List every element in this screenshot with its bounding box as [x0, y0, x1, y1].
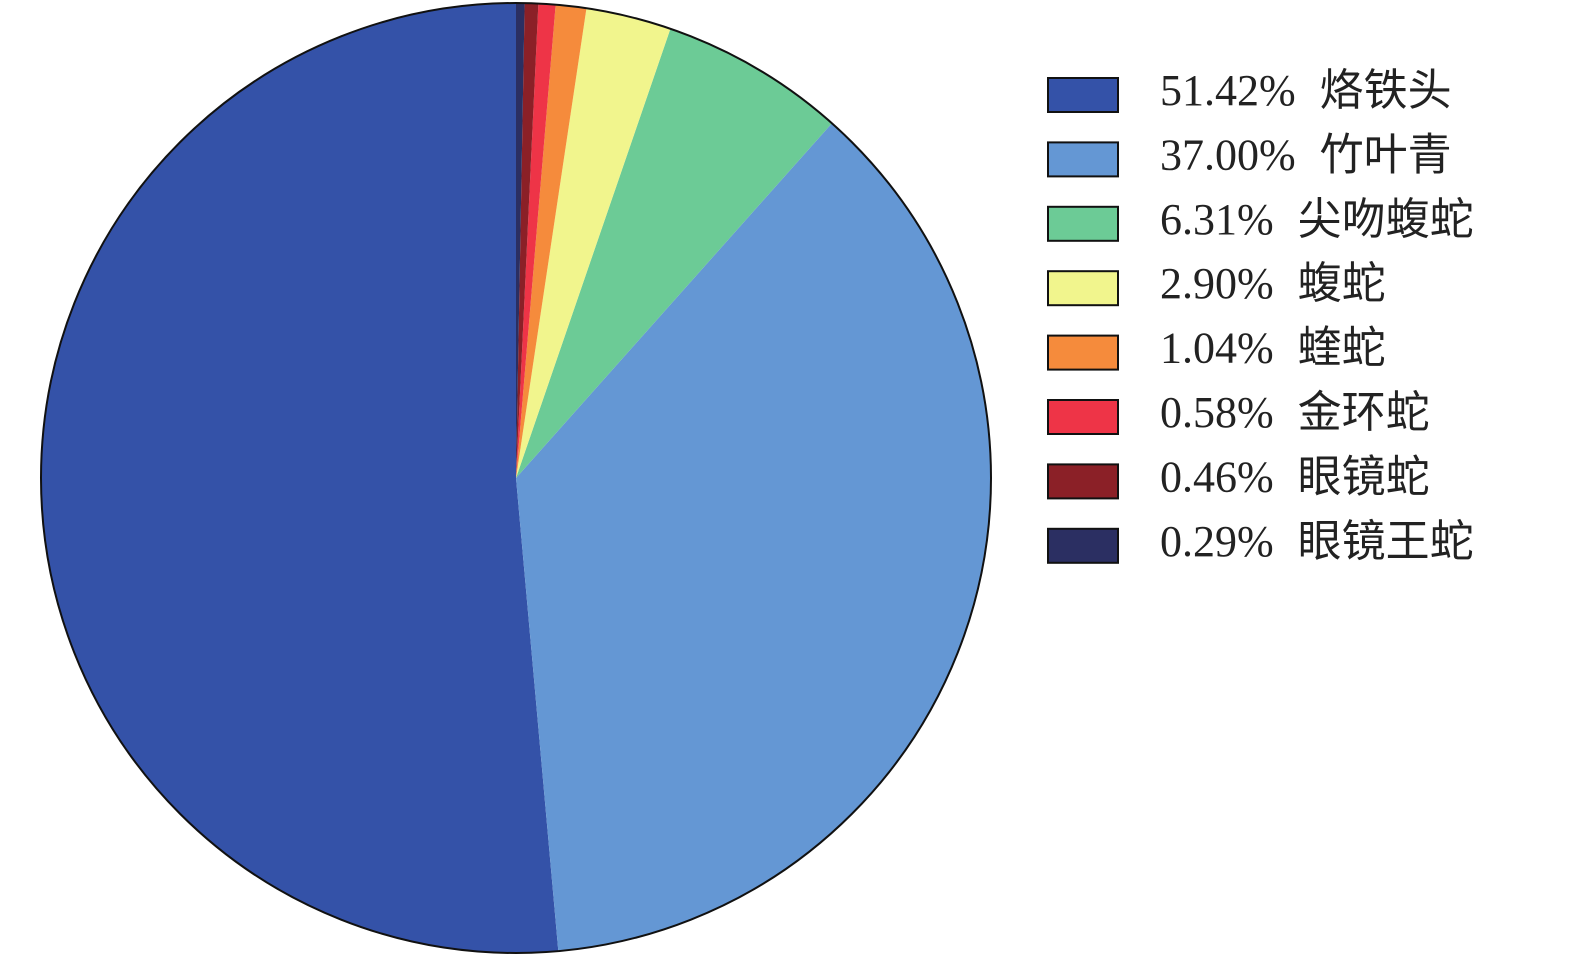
legend-value: 51.42% [1160, 66, 1296, 115]
legend-name: 竹叶青 [1320, 130, 1452, 179]
legend-value: 0.29% [1160, 517, 1274, 566]
legend-swatch [1047, 527, 1119, 564]
legend-value: 1.04% [1160, 324, 1274, 373]
legend-label: 6.31% 尖吻蝮蛇 [1160, 195, 1474, 244]
pie-slice [516, 8, 671, 479]
legend-value: 37.00% [1160, 130, 1296, 179]
legend-label: 51.42% 烙铁头 [1160, 66, 1452, 115]
pie-slice [40, 3, 559, 954]
pie-slice [516, 3, 539, 478]
pie-slice [516, 28, 832, 478]
legend-swatch [1047, 141, 1119, 178]
legend-name: 烙铁头 [1320, 66, 1452, 115]
legend-name: 尖吻蝮蛇 [1298, 195, 1474, 244]
legend-label: 0.46% 眼镜蛇 [1160, 452, 1430, 501]
legend-value: 0.46% [1160, 452, 1274, 501]
legend-name: 蝰蛇 [1298, 324, 1386, 373]
pie-slice [516, 3, 556, 478]
legend-swatch [1047, 77, 1119, 113]
pie-slice [516, 3, 525, 478]
legend-label: 1.04% 蝰蛇 [1160, 324, 1386, 373]
legend-value: 2.90% [1160, 259, 1274, 308]
legend-value: 6.31% [1160, 195, 1274, 244]
pie-slice [516, 123, 991, 952]
legend-name: 蝮蛇 [1298, 259, 1386, 308]
legend-label: 0.58% 金环蛇 [1160, 388, 1430, 437]
legend-swatch [1047, 270, 1119, 307]
legend-swatch [1047, 399, 1119, 435]
legend-swatch [1047, 334, 1119, 371]
legend-label: 0.29% 眼镜王蛇 [1160, 517, 1474, 566]
legend-swatch [1047, 205, 1119, 242]
pie-slice [516, 4, 587, 478]
legend-label: 2.90% 蝮蛇 [1160, 259, 1386, 308]
legend-value: 0.58% [1160, 388, 1274, 437]
legend-swatch [1047, 463, 1119, 500]
legend-name: 眼镜王蛇 [1298, 517, 1474, 566]
legend-name: 金环蛇 [1298, 388, 1430, 437]
legend-label: 37.00% 竹叶青 [1160, 130, 1452, 179]
legend-name: 眼镜蛇 [1298, 452, 1430, 501]
pie-outline [40, 2, 992, 954]
